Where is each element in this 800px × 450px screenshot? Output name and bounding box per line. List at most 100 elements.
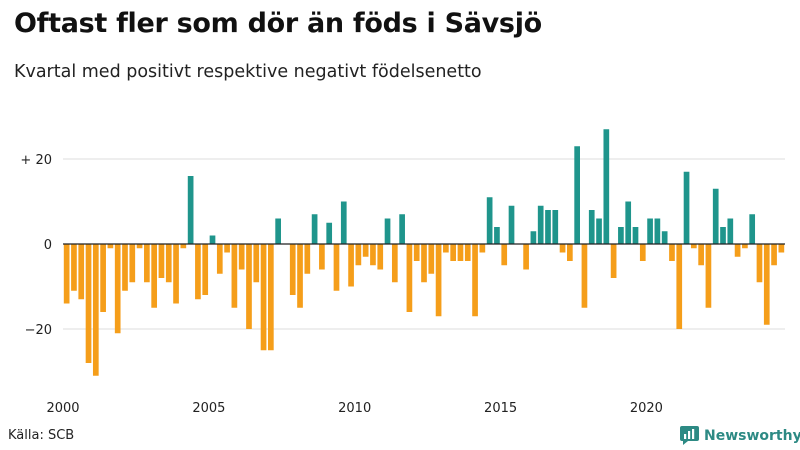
- bar-negative: [129, 244, 136, 283]
- bar-positive: [326, 222, 333, 244]
- newsworthy-logo[interactable]: Newsworthy: [680, 426, 800, 445]
- bar-negative: [136, 244, 143, 249]
- bar-positive: [596, 218, 602, 244]
- bar-negative: [319, 244, 325, 270]
- bar-negative: [304, 244, 311, 274]
- bar-positive: [654, 218, 661, 244]
- bar-negative: [238, 244, 245, 270]
- bar-negative: [289, 244, 296, 295]
- bar-negative: [63, 244, 70, 304]
- bar-negative: [377, 244, 384, 270]
- bar-negative: [114, 244, 121, 334]
- bar-positive: [603, 129, 610, 244]
- bar-positive: [508, 205, 515, 244]
- bar-positive: [384, 218, 391, 244]
- bar-negative: [639, 244, 646, 261]
- chart-title: Oftast fler som dör än föds i Sävsjö: [14, 8, 542, 39]
- bar-negative: [610, 244, 617, 278]
- bar-positive: [727, 218, 734, 244]
- bar-negative: [705, 244, 712, 308]
- bar-positive: [749, 214, 756, 244]
- bar-positive: [187, 176, 194, 244]
- bar-negative: [122, 244, 128, 291]
- source-note: Källa: SCB: [8, 428, 75, 443]
- bar-positive: [632, 227, 639, 244]
- bar-positive: [683, 171, 690, 244]
- bars: [63, 129, 785, 376]
- bar-positive: [552, 210, 559, 244]
- bar-positive: [661, 231, 668, 244]
- bar-positive: [340, 201, 347, 244]
- newsworthy-icon: [680, 426, 699, 445]
- gridlines: [63, 158, 785, 330]
- bar-negative: [567, 244, 573, 261]
- bar-negative: [180, 244, 187, 249]
- bar-positive: [209, 235, 216, 244]
- x-tick-label: 2010: [338, 401, 371, 416]
- bar-negative: [559, 244, 566, 253]
- bar-negative: [107, 244, 114, 249]
- bar-negative: [479, 244, 486, 253]
- bar-negative: [71, 244, 77, 291]
- bar-negative: [144, 244, 150, 283]
- bar-negative: [676, 244, 683, 329]
- bar-negative: [450, 244, 457, 261]
- bar-negative: [348, 244, 354, 287]
- bar-negative: [362, 244, 369, 257]
- bar-positive: [647, 218, 653, 244]
- bar-negative: [472, 244, 478, 317]
- bar-positive: [275, 218, 281, 244]
- bar-negative: [85, 244, 92, 363]
- x-tick-label: 2015: [484, 401, 517, 416]
- bar-negative: [734, 244, 741, 257]
- x-tick-label: 2020: [630, 401, 663, 416]
- bar-positive: [625, 201, 632, 244]
- bar-negative: [268, 244, 274, 351]
- bar-negative: [224, 244, 230, 253]
- bar-negative: [421, 244, 427, 283]
- bar-negative: [78, 244, 85, 300]
- x-tick-label: 2000: [46, 401, 79, 416]
- bar-positive: [712, 188, 719, 244]
- bar-negative: [297, 244, 303, 308]
- bar-negative: [428, 244, 435, 274]
- bar-negative: [698, 244, 704, 266]
- bar-negative: [771, 244, 777, 266]
- x-tick-label: 2005: [192, 401, 225, 416]
- bar-positive: [399, 214, 405, 244]
- bar-negative: [435, 244, 442, 317]
- bar-positive: [486, 197, 493, 244]
- bar-negative: [216, 244, 223, 274]
- bar-positive: [720, 227, 726, 244]
- bar-negative: [151, 244, 158, 308]
- y-axis-labels: + 20 0 −20: [20, 153, 52, 338]
- bar-negative: [742, 244, 748, 249]
- bar-negative: [246, 244, 252, 329]
- bar-negative: [413, 244, 420, 261]
- bar-negative: [165, 244, 172, 283]
- bar-negative: [581, 244, 588, 308]
- bar-negative: [195, 244, 201, 300]
- bar-negative: [100, 244, 106, 312]
- bar-negative: [260, 244, 267, 351]
- bar-negative: [778, 244, 785, 253]
- bar-negative: [457, 244, 464, 261]
- bar-negative: [253, 244, 260, 283]
- y-tick-label: −20: [25, 323, 52, 338]
- brand-name: Newsworthy: [704, 427, 800, 444]
- bar-negative: [158, 244, 165, 278]
- x-axis-labels: 2000 2005 2010 2015 2020: [46, 401, 662, 416]
- bar-positive: [574, 146, 580, 244]
- bar-positive: [311, 214, 318, 244]
- bar-positive: [530, 231, 537, 244]
- bar-negative: [443, 244, 449, 253]
- bar-positive: [537, 205, 544, 244]
- bar-negative: [333, 244, 340, 291]
- chart-subtitle: Kvartal med positivt respektive negativt…: [14, 62, 482, 82]
- bar-positive: [494, 227, 500, 244]
- bar-negative: [355, 244, 362, 266]
- bar-negative: [669, 244, 675, 261]
- bar-negative: [406, 244, 413, 312]
- bar-positive: [588, 210, 595, 244]
